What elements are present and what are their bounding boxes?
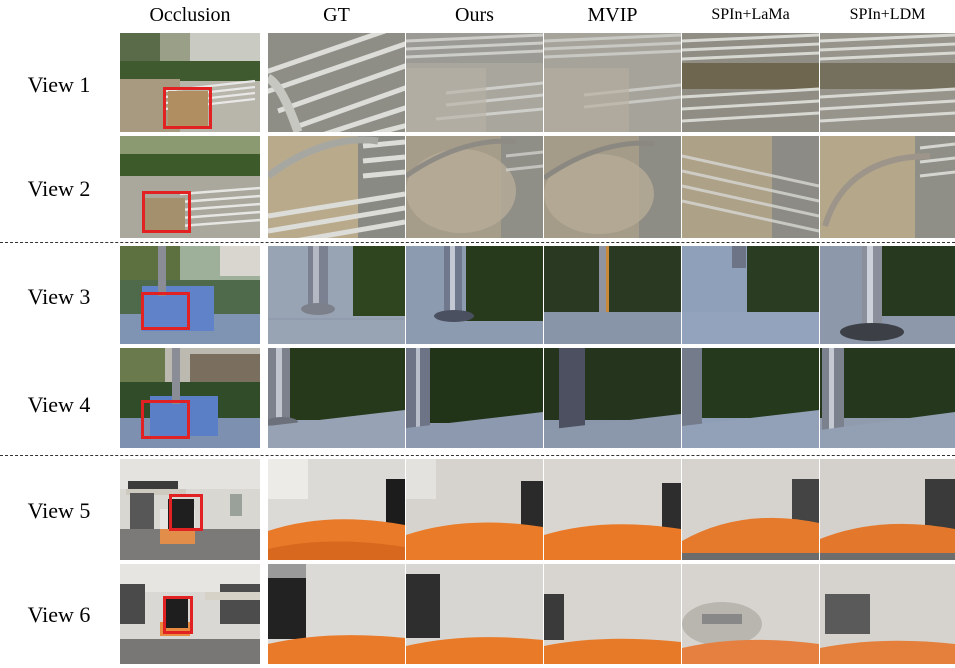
ours-image-view-2 [406,136,543,238]
spin-ldm-image-view-6 [820,564,955,664]
scene-separator-1 [0,242,955,243]
occlusion-box-view-1 [163,87,212,129]
row-label-view-5: View 5 [27,498,91,523]
mvip-image-view-4 [544,348,681,448]
row-label-view-2: View 2 [27,176,91,201]
gt-image-view-1 [268,33,405,132]
gt-image-view-5 [268,459,405,560]
occlusion-image-view-4 [120,348,260,448]
occlusion-box-view-4 [141,400,190,439]
mvip-image-view-6 [544,564,681,664]
spin-ldm-image-view-2 [820,136,955,238]
column-header-ours: Ours [455,4,494,26]
occlusion-box-view-6 [163,596,193,634]
column-header-spin-ldm: SPIn+LDM [849,6,926,23]
gt-image-view-3 [268,246,405,344]
ours-image-view-3 [406,246,543,344]
scene-separator-2 [0,455,955,456]
ours-image-view-4 [406,348,543,448]
gt-image-view-4 [268,348,405,448]
row-label-view-6: View 6 [27,602,91,627]
occlusion-box-view-2 [142,191,191,233]
spin-lama-image-view-4 [682,348,819,448]
spin-ldm-image-view-1 [820,33,955,132]
row-label-view-4: View 4 [27,392,91,417]
occlusion-image-view-1 [120,33,260,132]
column-header-gt: GT [323,4,350,26]
spin-ldm-image-view-3 [820,246,955,344]
occlusion-box-view-3 [141,292,190,330]
ours-image-view-1 [406,33,543,132]
column-header-spin-lama: SPIn+LaMa [711,6,790,23]
spin-ldm-image-view-5 [820,459,955,560]
column-header-mvip: MVIP [587,4,638,26]
spin-lama-image-view-5 [682,459,819,560]
spin-ldm-image-view-4 [820,348,955,448]
occlusion-image-view-6 [120,564,260,664]
spin-lama-image-view-6 [682,564,819,664]
occlusion-box-view-5 [169,494,203,531]
row-label-view-3: View 3 [27,284,91,309]
gt-image-view-2 [268,136,405,238]
row-label-view-1: View 1 [27,72,91,97]
spin-lama-image-view-3 [682,246,819,344]
occlusion-image-view-3 [120,246,260,344]
ours-image-view-5 [406,459,543,560]
mvip-image-view-1 [544,33,681,132]
mvip-image-view-3 [544,246,681,344]
occlusion-image-view-5 [120,459,260,560]
spin-lama-image-view-1 [682,33,819,132]
occlusion-image-view-2 [120,136,260,238]
column-header-occlusion: Occlusion [149,4,231,26]
spin-lama-image-view-2 [682,136,819,238]
mvip-image-view-2 [544,136,681,238]
gt-image-view-6 [268,564,405,664]
ours-image-view-6 [406,564,543,664]
mvip-image-view-5 [544,459,681,560]
